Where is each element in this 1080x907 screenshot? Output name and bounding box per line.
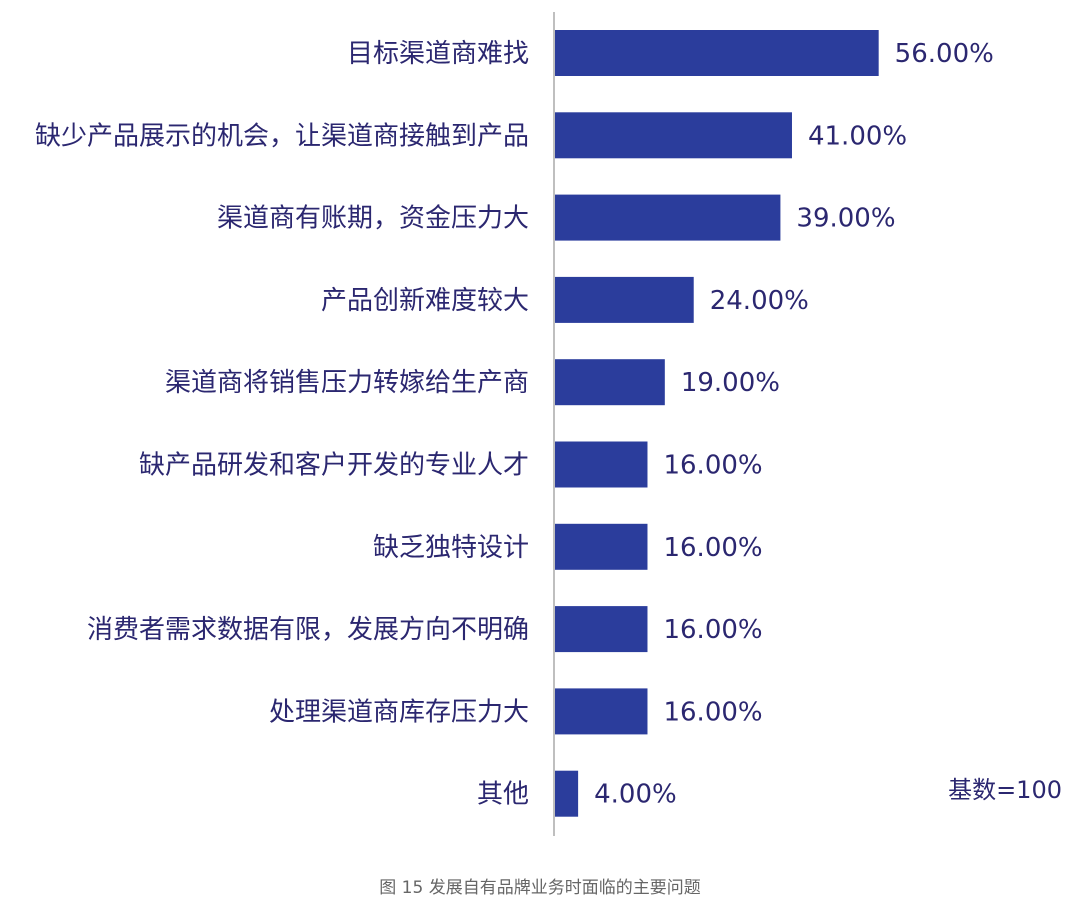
- value-label: 41.00%: [808, 121, 907, 151]
- value-label: 16.00%: [663, 533, 762, 563]
- value-label: 16.00%: [663, 451, 762, 481]
- bar: [555, 441, 648, 488]
- category-label: 其他: [477, 780, 529, 810]
- value-label: 19.00%: [681, 368, 780, 398]
- category-label: 目标渠道商难找: [347, 39, 529, 69]
- category-label: 处理渠道商库存压力大: [269, 697, 529, 727]
- bar: [555, 30, 879, 76]
- bar: [555, 523, 648, 570]
- bar: [555, 770, 579, 817]
- value-label: 4.00%: [594, 780, 677, 810]
- category-labels: 目标渠道商难找缺少产品展示的机会，让渠道商接触到产品渠道商有账期，资金压力大产品…: [35, 39, 529, 810]
- value-label: 16.00%: [663, 615, 762, 645]
- category-label: 渠道商将销售压力转嫁给生产商: [165, 368, 529, 398]
- category-label: 消费者需求数据有限，发展方向不明确: [87, 615, 529, 645]
- value-labels: 56.00% 41.00% 39.00% 24.00% 19.00% 16.00% 16.0…: [594, 39, 994, 810]
- category-label: 缺少产品展示的机会，让渠道商接触到产品: [35, 121, 529, 151]
- figure-caption: 图 15 发展自有品牌业务时面临的主要问题: [379, 878, 700, 898]
- bar: [555, 276, 694, 323]
- bar: [555, 194, 781, 241]
- category-label: 渠道商有账期，资金压力大: [217, 204, 529, 234]
- bar: [555, 359, 665, 406]
- category-label: 产品创新难度较大: [321, 286, 529, 316]
- value-label: 24.00%: [710, 286, 809, 316]
- category-label: 缺乏独特设计: [373, 533, 529, 563]
- base-note: 基数=100: [948, 776, 1062, 804]
- bars: [555, 30, 879, 817]
- category-label: 缺产品研发和客户开发的专业人才: [139, 451, 529, 481]
- bar: [555, 688, 648, 735]
- value-label: 39.00%: [796, 204, 895, 234]
- value-label: 16.00%: [663, 697, 762, 727]
- bar: [555, 606, 648, 653]
- value-label: 56.00%: [895, 39, 994, 69]
- bar: [555, 112, 792, 159]
